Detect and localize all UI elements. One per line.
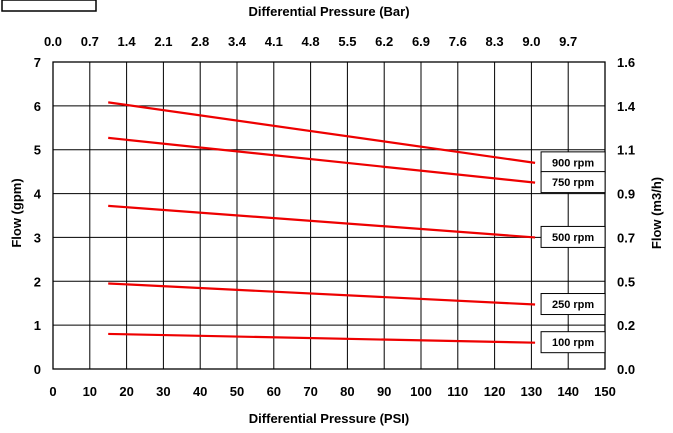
x2-tick-label: 5.5 (338, 34, 356, 49)
x-tick-label: 90 (377, 384, 391, 399)
x2-tick-label: 3.4 (228, 34, 247, 49)
x2-tick-label: 6.9 (412, 34, 430, 49)
series-line (108, 136, 536, 184)
series-line (108, 204, 536, 239)
x2-tick-label: 4.1 (265, 34, 283, 49)
series-line (108, 332, 536, 344)
x2-tick-label: 8.3 (486, 34, 504, 49)
series-label: 100 rpm (552, 337, 594, 349)
x2-tick-label: 7.6 (449, 34, 467, 49)
x2-tick-label: 9.0 (522, 34, 540, 49)
x-tick-label: 0 (49, 384, 56, 399)
x-tick-label: 10 (83, 384, 97, 399)
series-line (108, 282, 536, 306)
x-tick-label: 40 (193, 384, 207, 399)
series-label: 500 rpm (552, 232, 594, 244)
series-label-box (540, 171, 606, 194)
x-tick-label: 140 (557, 384, 579, 399)
tick-labels: 0 10 20 30 40 50 60 70 80 90 100 110 120 130 140 1500.0… (34, 34, 636, 399)
y2-tick-label: 1.1 (617, 143, 635, 158)
series-label: 250 rpm (552, 299, 594, 311)
x-tick-label: 80 (340, 384, 354, 399)
x-tick-label: 150 (594, 384, 616, 399)
x2-tick-label: 4.8 (302, 34, 320, 49)
y-tick-label: 4 (34, 187, 42, 202)
left-axis-title: Flow (gpm) (9, 178, 24, 247)
series-label: 900 rpm (552, 157, 594, 169)
y-tick-label: 5 (34, 143, 41, 158)
y2-tick-label: 1.4 (617, 99, 636, 114)
right-axis-title: Flow (m3/h) (649, 177, 664, 249)
series-label: 750 rpm (552, 177, 594, 189)
y-tick-label: 7 (34, 55, 41, 70)
y-tick-label: 2 (34, 274, 41, 289)
top-axis-title: Differential Pressure (Bar) (248, 4, 409, 19)
y2-tick-label: 0.7 (617, 230, 635, 245)
series-line (108, 101, 536, 164)
series-label-box (540, 225, 606, 248)
y-tick-label: 0 (34, 362, 41, 377)
plot-frame (52, 61, 606, 370)
x2-tick-label: 0.0 (44, 34, 62, 49)
bottom-axis-title: Differential Pressure (PSI) (249, 411, 409, 426)
x-tick-label: 70 (303, 384, 317, 399)
legend-box (1, 0, 97, 12)
y-tick-label: 6 (34, 99, 41, 114)
y2-tick-label: 1.6 (617, 55, 635, 70)
x-tick-label: 130 (521, 384, 543, 399)
y-tick-label: 1 (34, 318, 41, 333)
series-label-box (540, 331, 606, 354)
x2-tick-label: 2.1 (154, 34, 172, 49)
series-lines (108, 101, 536, 344)
y2-tick-label: 0.5 (617, 274, 635, 289)
x2-tick-label: 1.4 (118, 34, 137, 49)
grid (52, 61, 606, 370)
x2-tick-label: 2.8 (191, 34, 209, 49)
series-label-box (540, 293, 606, 316)
x-tick-label: 20 (119, 384, 133, 399)
x-tick-label: 100 (410, 384, 432, 399)
y2-tick-label: 0.9 (617, 187, 635, 202)
y2-tick-label: 0.0 (617, 362, 635, 377)
x2-tick-label: 9.7 (559, 34, 577, 49)
series-labels: 900 rpm 750 rpm 500 rpm 250 rpm 100 rpm (540, 151, 606, 354)
y2-tick-label: 0.2 (617, 318, 635, 333)
x2-tick-label: 0.7 (81, 34, 99, 49)
x-tick-label: 110 (447, 384, 468, 399)
x-tick-label: 120 (484, 384, 506, 399)
x-tick-label: 60 (267, 384, 281, 399)
x2-tick-label: 6.2 (375, 34, 393, 49)
y-tick-label: 3 (34, 230, 41, 245)
x-tick-label: 30 (156, 384, 170, 399)
x-tick-label: 50 (230, 384, 244, 399)
